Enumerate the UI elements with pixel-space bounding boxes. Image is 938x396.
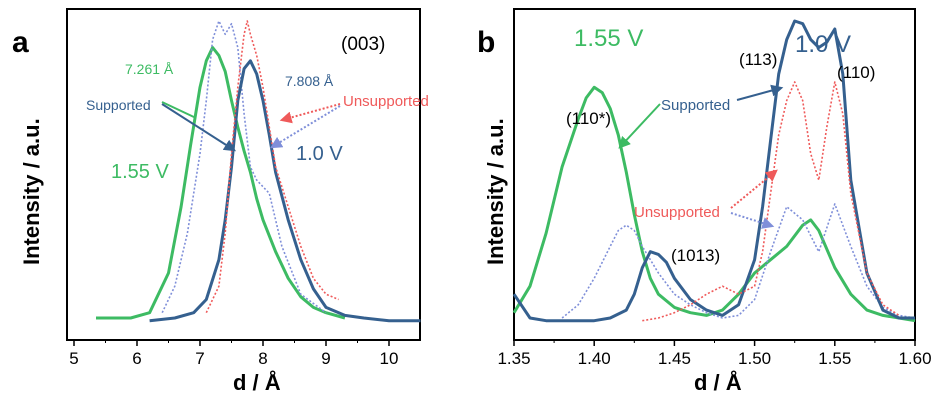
panel-a: 5 6 7 8 9 10 a (003) 7.261 Å 7.808 Å Supporte… — [12, 8, 429, 395]
panel-b-x-ticks: 1.35 1.40 1.45 1.50 1.55 1.60 — [497, 340, 932, 368]
panel-b-letter: b — [477, 26, 495, 59]
panel-a-series-green-solid — [96, 46, 346, 320]
panel-b: 1.35 1.40 1.45 1.50 1.55 1.60 b 1.55 V 1.0 V … — [477, 8, 932, 395]
panel-a-series-blue-solid — [149, 59, 421, 323]
panel-a-x-tick-label: 8 — [258, 349, 267, 368]
panel-b-y-label: Intensity / a.u. — [483, 118, 508, 265]
panel-a-series-red-dotted — [205, 20, 339, 314]
panel-a-series — [96, 20, 421, 323]
panel-a-green-peak-value: 7.261 Å — [125, 61, 174, 77]
panel-b-supported-label: Supported — [661, 97, 730, 114]
panel-a-x-ticks: 5 6 7 8 9 10 — [69, 340, 398, 368]
panel-b-voltage-blue: 1.0 V — [795, 31, 851, 58]
panel-a-series-green-dotted — [161, 20, 327, 314]
panel-a-arrow-supported-green — [161, 101, 197, 119]
panel-a-arrow-unsupported-blue — [269, 105, 341, 149]
panel-b-frame — [513, 8, 916, 341]
panel-b-arrow-supported-green — [618, 103, 661, 149]
panel-a-arrow-unsupported-red — [279, 103, 341, 124]
panel-a-peak-003: (003) — [341, 34, 385, 55]
panel-a-supported-label: Supported — [86, 97, 151, 113]
panel-b-peak-110star: (110*) — [566, 109, 611, 128]
panel-b-peak-110: (110) — [837, 63, 875, 82]
panel-a-x-tick-label: 7 — [195, 349, 204, 368]
panel-b-series-green-solid — [512, 85, 916, 323]
panel-b-series-red-dotted — [642, 81, 900, 322]
panel-b-series — [512, 19, 916, 323]
panel-a-x-tick-label: 5 — [69, 349, 78, 368]
panel-b-peak-1013: (1013) — [671, 246, 720, 265]
panel-a-blue-peak-value: 7.808 Å — [285, 73, 334, 89]
panel-a-x-tick-label: 6 — [132, 349, 141, 368]
panel-b-x-label: d / Å — [694, 369, 742, 395]
panel-b-arrow-unsupported-red — [730, 169, 778, 209]
panel-b-arrow-unsupported-blue — [730, 212, 775, 229]
panel-a-unsupported-label: Unsupported — [343, 93, 429, 110]
panel-b-x-tick-label: 1.35 — [497, 349, 530, 368]
panel-a-frame — [66, 8, 421, 341]
panel-b-unsupported-label: Unsupported — [634, 204, 720, 221]
panel-a-arrow-supported-blue — [161, 103, 237, 152]
panel-b-x-tick-label: 1.45 — [658, 349, 691, 368]
panel-b-x-tick-label: 1.40 — [578, 349, 611, 368]
panel-b-voltage-green: 1.55 V — [574, 25, 643, 52]
panel-b-x-tick-label: 1.50 — [738, 349, 771, 368]
panel-a-y-label: Intensity / a.u. — [19, 118, 44, 265]
panel-a-letter: a — [12, 26, 29, 59]
panel-b-arrow-supported-blue — [736, 84, 784, 101]
panel-a-x-label: d / Å — [233, 369, 281, 395]
panel-b-peak-113: (113) — [739, 50, 777, 69]
panel-b-x-tick-label: 1.55 — [818, 349, 851, 368]
panel-a-voltage-green: 1.55 V — [111, 161, 169, 183]
panel-a-x-tick-label: 9 — [321, 349, 330, 368]
panel-a-x-tick-label: 10 — [380, 349, 399, 368]
panel-a-voltage-blue: 1.0 V — [296, 143, 343, 165]
panel-b-series-green-dotted — [561, 203, 916, 319]
panel-b-series-blue-solid — [512, 19, 915, 323]
panel-b-x-tick-label: 1.60 — [898, 349, 931, 368]
